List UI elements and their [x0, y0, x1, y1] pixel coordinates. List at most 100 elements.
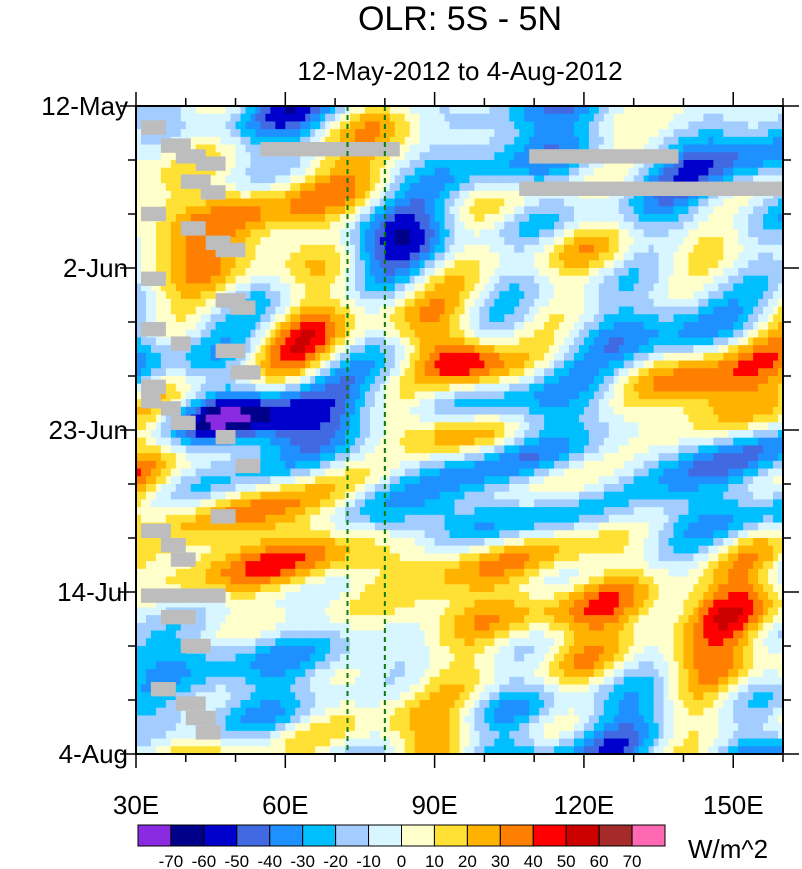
heatmap-cell — [245, 190, 252, 200]
heatmap-cell — [743, 306, 749, 315]
heatmap-cell — [748, 360, 754, 369]
heatmap-cell — [245, 183, 252, 192]
heatmap-cell — [275, 268, 281, 277]
heatmap-cell — [504, 206, 510, 215]
heatmap-cell — [180, 322, 187, 331]
heatmap-cell — [255, 376, 262, 385]
heatmap-cell — [145, 160, 152, 169]
heatmap-cell — [753, 298, 759, 308]
heatmap-cell — [384, 260, 391, 269]
heatmap-cell — [305, 368, 311, 377]
heatmap-cell — [564, 260, 570, 269]
heatmap-cell — [305, 291, 311, 300]
heatmap-cell — [648, 368, 655, 377]
heatmap-cell — [469, 298, 476, 308]
heatmap-cell — [170, 298, 177, 308]
heatmap-cell — [648, 345, 655, 354]
heatmap-cell — [155, 244, 162, 254]
heatmap-cell — [434, 275, 441, 285]
heatmap-cell — [588, 283, 595, 292]
heatmap-cell — [434, 322, 441, 331]
heatmap-cell — [529, 244, 535, 254]
heatmap-cell — [628, 237, 635, 246]
heatmap-cell — [753, 129, 759, 138]
heatmap-cell — [464, 129, 471, 138]
heatmap-cell — [384, 352, 391, 362]
heatmap-cell — [260, 152, 266, 161]
heatmap-cell — [773, 298, 779, 308]
heatmap-cell — [534, 337, 540, 346]
heatmap-cell — [290, 329, 296, 339]
heatmap-cell — [479, 352, 485, 362]
heatmap-cell — [628, 314, 635, 323]
heatmap-cell — [439, 237, 446, 246]
heatmap-cell — [713, 198, 719, 207]
heatmap-cell — [170, 306, 177, 315]
heatmap-cell — [583, 244, 590, 254]
heatmap-cell — [713, 206, 719, 215]
heatmap-cell — [354, 221, 361, 231]
heatmap-cell — [170, 106, 177, 115]
heatmap-cell — [559, 260, 565, 269]
heatmap-cell — [539, 383, 545, 393]
heatmap-cell — [489, 152, 495, 161]
heatmap-cell — [185, 190, 192, 200]
heatmap-cell — [255, 144, 262, 153]
heatmap-cell — [618, 167, 625, 177]
heatmap-cell — [778, 221, 783, 231]
heatmap-cell — [170, 322, 177, 331]
heatmap-cell — [434, 329, 441, 339]
heatmap-cell — [290, 175, 296, 184]
heatmap-cell — [593, 337, 600, 346]
heatmap-cell — [544, 283, 550, 292]
heatmap-cell — [564, 167, 570, 177]
heatmap-cell — [623, 214, 630, 223]
heatmap-cell — [454, 175, 461, 184]
heatmap-cell — [693, 391, 699, 400]
heatmap-cell — [230, 183, 237, 192]
heatmap-cell — [494, 322, 500, 331]
heatmap-cell — [573, 198, 580, 207]
heatmap-cell — [320, 190, 326, 200]
heatmap-cell — [683, 229, 690, 238]
heatmap-cell — [414, 198, 421, 207]
heatmap-cell — [399, 183, 406, 192]
heatmap-cell — [519, 198, 525, 207]
heatmap-cell — [310, 283, 316, 292]
heatmap-cell — [753, 113, 759, 123]
heatmap-cell — [479, 275, 485, 285]
heatmap-cell — [544, 144, 550, 153]
heatmap-cell — [519, 144, 525, 153]
heatmap-cell — [698, 306, 704, 315]
heatmap-cell — [454, 221, 461, 231]
heatmap-cell — [330, 291, 336, 300]
heatmap-cell — [300, 190, 306, 200]
heatmap-cell — [394, 160, 401, 169]
heatmap-cell — [524, 113, 530, 123]
heatmap-cell — [559, 298, 565, 308]
heatmap-cell — [419, 291, 426, 300]
heatmap-cell — [330, 337, 336, 346]
heatmap-cell — [300, 391, 306, 400]
heatmap-cell — [733, 376, 739, 385]
heatmap-cell — [763, 268, 769, 277]
heatmap-cell — [374, 291, 381, 300]
heatmap-cell — [564, 136, 570, 146]
heatmap-cell — [564, 322, 570, 331]
heatmap-cell — [763, 306, 769, 315]
heatmap-cell — [519, 298, 525, 308]
heatmap-cell — [623, 298, 630, 308]
heatmap-cell — [708, 121, 714, 130]
heatmap-cell — [603, 252, 610, 261]
heatmap-cell — [499, 329, 505, 339]
heatmap-cell — [753, 206, 759, 215]
heatmap-cell — [374, 376, 381, 385]
heatmap-cell — [394, 136, 401, 146]
heatmap-cell — [479, 183, 485, 192]
heatmap-cell — [409, 383, 416, 393]
heatmap-cell — [748, 136, 754, 146]
heatmap-cell — [728, 360, 734, 369]
heatmap-cell — [653, 252, 660, 261]
heatmap-cell — [155, 113, 162, 123]
heatmap-cell — [768, 322, 774, 331]
